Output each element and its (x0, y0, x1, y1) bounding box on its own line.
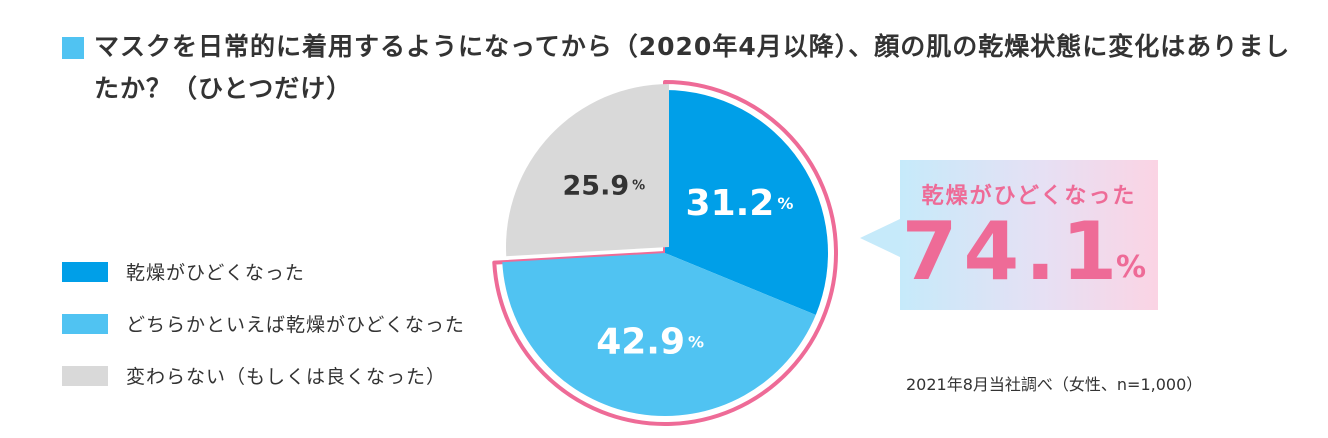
legend-swatch (62, 366, 108, 386)
pie-slice (665, 90, 828, 315)
callout-arrow (860, 218, 902, 258)
slice-value-label: 25.9% (563, 170, 646, 201)
slice-unit: % (777, 194, 793, 213)
legend-label: 乾燥がひどくなった (126, 262, 305, 284)
source-note: 2021年8月当社調べ（女性、n=1,000） (906, 375, 1203, 394)
slice-unit: % (632, 178, 645, 193)
highlight-callout: 乾燥がひどくなった 74.1 % (860, 160, 1160, 310)
pie-slice (506, 84, 669, 257)
slice-unit: % (688, 332, 704, 351)
callout-unit: % (1116, 250, 1147, 285)
slice-value: 25.9 (563, 170, 630, 201)
legend-swatch (62, 262, 108, 282)
slice-value-label: 31.2% (686, 183, 794, 224)
legend-swatch (62, 314, 108, 334)
slice-value-label: 42.9% (596, 321, 704, 362)
callout-label: 乾燥がひどくなった (921, 184, 1137, 209)
slice-value: 42.9 (596, 321, 685, 362)
title-square-marker (62, 37, 84, 59)
legend-label: どちらかといえば乾燥がひどくなった (126, 314, 465, 336)
slice-value: 31.2 (686, 183, 775, 224)
chart-title-block: マスクを日常的に着用するようになってから（2020年4月以降）、顔の肌の乾燥状態… (62, 26, 1302, 110)
pie-slice (502, 253, 816, 417)
callout-box (900, 160, 1158, 310)
callout-value: 74.1 (901, 205, 1124, 298)
chart-title: マスクを日常的に着用するようになってから（2020年4月以降）、顔の肌の乾燥状態… (94, 32, 1291, 103)
legend-label: 変わらない（もしくは良くなった） (126, 366, 447, 388)
